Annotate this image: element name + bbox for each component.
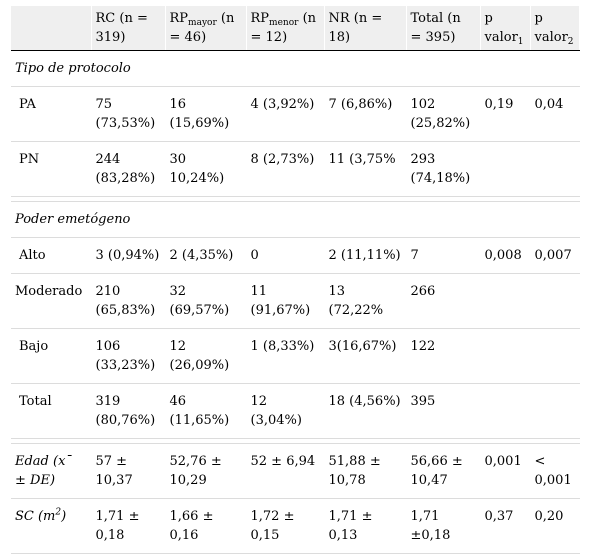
row-label-sc: SC (m2) bbox=[11, 498, 92, 554]
cell: 0,008 bbox=[480, 237, 531, 274]
row-label-pn: PN bbox=[11, 141, 92, 197]
cell: 30 10,24%) bbox=[165, 141, 247, 197]
cell: 2 (4,35%) bbox=[165, 237, 247, 274]
header-nr: NR (n = 18) bbox=[324, 6, 407, 51]
header-total: Total (n = 395) bbox=[406, 6, 481, 51]
row-label-edad: Edad (x¯ ± DE) bbox=[11, 443, 92, 499]
cell: 122 bbox=[406, 328, 481, 384]
cell bbox=[480, 141, 531, 197]
cell: 12 (26,09%) bbox=[165, 328, 247, 384]
cell: 18 (4,56%) bbox=[324, 383, 407, 439]
header-row: RC (n = 319) RPmayor (n = 46) RPmenor (n… bbox=[11, 6, 580, 51]
table-row: Moderado 210 (65,83%) 32 (69,57%) 11 (91,67… bbox=[11, 273, 580, 329]
cell bbox=[480, 328, 531, 384]
table-row: Edad (x¯ ± DE) 57 ± 10,37 52,76 ± 10,29 52 … bbox=[11, 443, 580, 499]
cell: 12 (3,04%) bbox=[246, 383, 325, 439]
section-row-protocolo: Tipo de protocolo bbox=[11, 50, 580, 87]
cell: 0 bbox=[246, 237, 325, 274]
cell: 4 (3,92%) bbox=[246, 86, 325, 142]
cell: 293 (74,18%) bbox=[406, 141, 481, 197]
cell bbox=[530, 273, 580, 329]
cell bbox=[530, 141, 580, 197]
cell: 3(16,67%) bbox=[324, 328, 407, 384]
table-row: PA 75 (73,53%) 16 (15,69%) 4 (3,92%) 7 (6,86… bbox=[11, 86, 580, 142]
cell: 7 bbox=[406, 237, 481, 274]
cell: 1 (8,33%) bbox=[246, 328, 325, 384]
cell: 319 (80,76%) bbox=[91, 383, 166, 439]
table-row-sc: SC (m2) 1,71 ± 0,18 1,66 ± 0,16 1,72 ± 0… bbox=[11, 498, 580, 554]
header-rp-mayor: RPmayor (n = 46) bbox=[165, 6, 247, 51]
row-label-moderado: Moderado bbox=[11, 273, 92, 329]
cell: 210 (65,83%) bbox=[91, 273, 166, 329]
cell bbox=[480, 383, 531, 439]
row-label-bajo: Bajo bbox=[11, 328, 92, 384]
cell: 32 (69,57%) bbox=[165, 273, 247, 329]
cell: 266 bbox=[406, 273, 481, 329]
cell bbox=[530, 383, 580, 439]
cell: 395 bbox=[406, 383, 481, 439]
section-title: Tipo de protocolo bbox=[11, 50, 580, 87]
cell: 13 (72,22% bbox=[324, 273, 407, 329]
table-row: Alto 3 (0,94%) 2 (4,35%) 0 2 (11,11%) 7 0,008 0… bbox=[11, 237, 580, 274]
spacer-row bbox=[11, 196, 580, 202]
cell: 51,88 ± 10,78 bbox=[324, 443, 407, 499]
header-rc: RC (n = 319) bbox=[91, 6, 166, 51]
header-blank bbox=[11, 6, 92, 51]
cell: 0,37 bbox=[480, 498, 531, 554]
table-row: PN 244 (83,28%) 30 10,24%) 8 (2,73%) 11 (3,7… bbox=[11, 141, 580, 197]
cell: 0,001 bbox=[480, 443, 531, 499]
data-table: RC (n = 319) RPmayor (n = 46) RPmenor (n… bbox=[11, 6, 580, 554]
cell: 0,007 bbox=[530, 237, 580, 274]
cell: 56,66 ± 10,47 bbox=[406, 443, 481, 499]
cell: 8 (2,73%) bbox=[246, 141, 325, 197]
cell bbox=[530, 328, 580, 384]
cell: < 0,001 bbox=[530, 443, 580, 499]
header-p-valor-2: p valor2 bbox=[530, 6, 580, 51]
cell: 0,19 bbox=[480, 86, 531, 142]
row-label-pa: PA bbox=[11, 86, 92, 142]
cell: 2 (11,11%) bbox=[324, 237, 407, 274]
cell bbox=[480, 273, 531, 329]
cell: 1,71 ± 0,13 bbox=[324, 498, 407, 554]
cell: 3 (0,94%) bbox=[91, 237, 166, 274]
cell: 0,04 bbox=[530, 86, 580, 142]
section-title: Poder emetógeno bbox=[11, 201, 580, 238]
table-row: Total 319 (80,76%) 46 (11,65%) 12 (3,04%) 18… bbox=[11, 383, 580, 439]
cell: 102 (25,82%) bbox=[406, 86, 481, 142]
row-label-alto: Alto bbox=[11, 237, 92, 274]
cell: 1,72 ± 0,15 bbox=[246, 498, 325, 554]
cell: 75 (73,53%) bbox=[91, 86, 166, 142]
cell: 7 (6,86%) bbox=[324, 86, 407, 142]
cell: 244 (83,28%) bbox=[91, 141, 166, 197]
cell: 52,76 ± 10,29 bbox=[165, 443, 247, 499]
cell: 52 ± 6,94 bbox=[246, 443, 325, 499]
cell: 106 (33,23%) bbox=[91, 328, 166, 384]
cell: 11 (91,67%) bbox=[246, 273, 325, 329]
cell: 46 (11,65%) bbox=[165, 383, 247, 439]
header-rp-menor: RPmenor (n = 12) bbox=[246, 6, 325, 51]
cell: 1,71 ± 0,18 bbox=[91, 498, 166, 554]
section-row-emetogeno: Poder emetógeno bbox=[11, 201, 580, 238]
spacer-row bbox=[11, 438, 580, 444]
cell: 1,71 ±0,18 bbox=[406, 498, 481, 554]
cell: 0,20 bbox=[530, 498, 580, 554]
cell: 1,66 ± 0,16 bbox=[165, 498, 247, 554]
row-label-total: Total bbox=[11, 383, 92, 439]
cell: 11 (3,75% bbox=[324, 141, 407, 197]
cell: 16 (15,69%) bbox=[165, 86, 247, 142]
header-p-valor-1: p valor1 bbox=[480, 6, 531, 51]
table-row: Bajo 106 (33,23%) 12 (26,09%) 1 (8,33%) 3(16… bbox=[11, 328, 580, 384]
cell: 57 ± 10,37 bbox=[91, 443, 166, 499]
